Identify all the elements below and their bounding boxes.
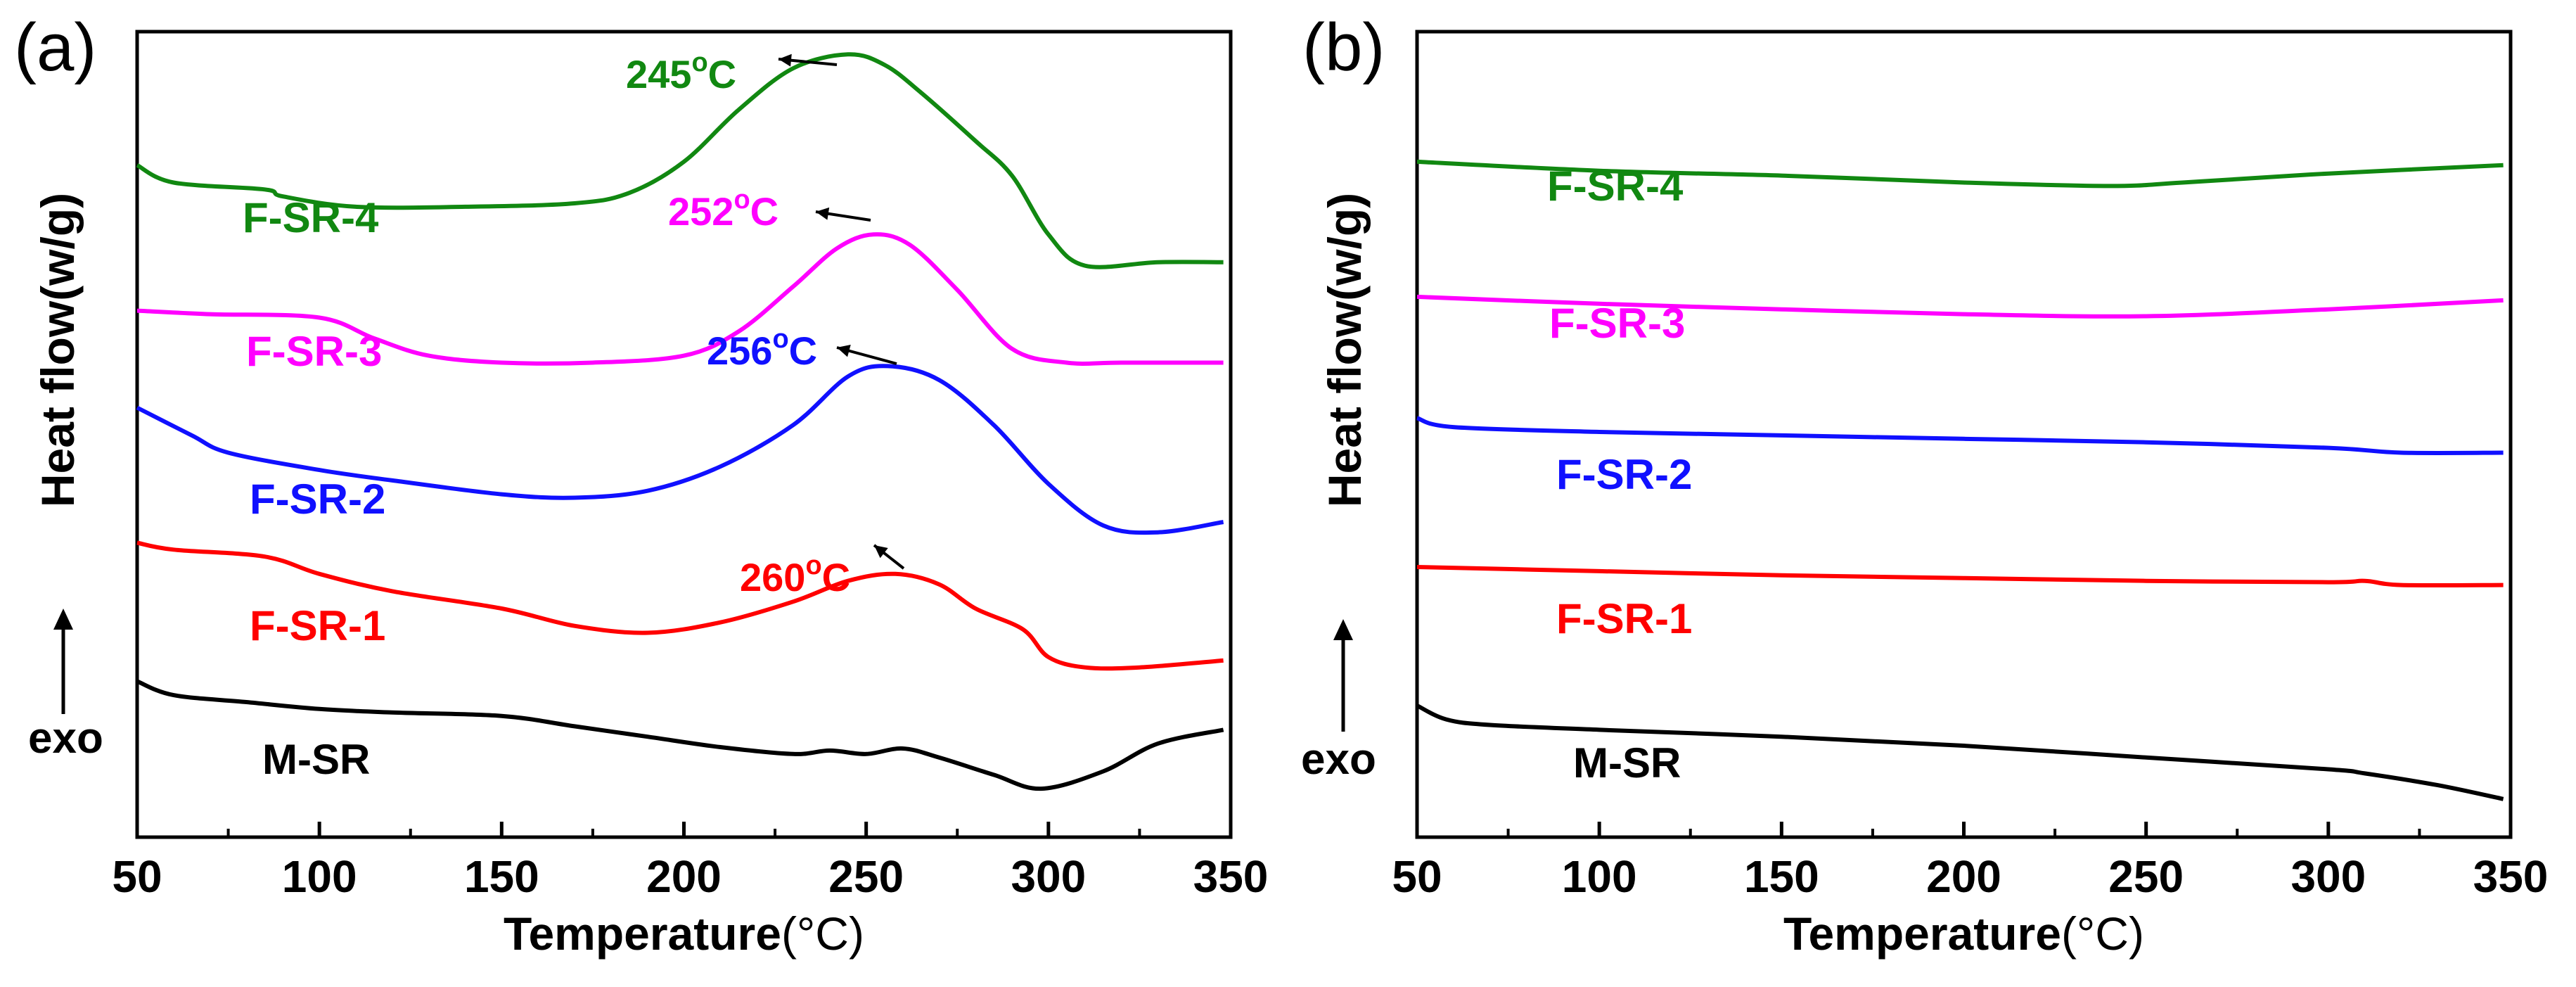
x-tick-label: 150 (1744, 851, 1819, 902)
exo-label: exo (1301, 735, 1376, 784)
series-label-f-sr-2: F-SR-2 (1556, 451, 1692, 498)
panel-label: (a) (14, 10, 96, 85)
peak-annotation: 256oC (707, 324, 817, 373)
series-line-f-sr-1 (136, 540, 1224, 671)
x-tick-label: 50 (1392, 851, 1442, 902)
y-axis-title: Heat flow(w/g) (1319, 193, 1371, 507)
x-tick-label: 200 (1926, 851, 2001, 902)
x-tick-label: 100 (282, 851, 357, 902)
series-line-f-sr-2 (1416, 416, 2504, 455)
peak-arrow-icon (874, 545, 888, 559)
exo-arrow-icon (1333, 619, 1353, 640)
panel-b: 50 100 150 200 250 300 350 Temperature(°C) Heat … (1301, 10, 2548, 960)
series-label-f-sr-4: F-SR-4 (243, 194, 379, 241)
exo-label: exo (28, 714, 103, 763)
series-line-f-sr-3 (1416, 294, 2504, 319)
series-line-f-sr-4 (1416, 159, 2504, 189)
exo-arrow-icon (53, 609, 73, 630)
panel-label: (b) (1302, 10, 1385, 85)
y-axis-title: Heat flow(w/g) (32, 193, 84, 507)
series-label-m-sr: M-SR (262, 736, 370, 783)
peak-annotation: 252oC (668, 185, 778, 234)
x-axis-title: Temperature(°C) (504, 908, 864, 960)
plot-frame (135, 30, 1233, 839)
plot-frame (1415, 30, 2513, 839)
peak-annotation: 260oC (740, 551, 850, 599)
series-label-f-sr-4: F-SR-4 (1547, 163, 1684, 210)
x-tick-label: 350 (1193, 851, 1269, 902)
x-tick-label: 250 (828, 851, 904, 902)
peak-arrow-icon (837, 345, 851, 357)
series-label-f-sr-3: F-SR-3 (246, 328, 382, 375)
series-line-m-sr (1416, 703, 2504, 801)
peak-arrow-icon (778, 53, 792, 67)
series-label-f-sr-1: F-SR-1 (250, 602, 385, 649)
x-tick-label: 300 (1011, 851, 1086, 902)
x-tick-label: 200 (646, 851, 722, 902)
series-line-m-sr (136, 679, 1224, 791)
x-tick-label: 150 (464, 851, 539, 902)
x-tick-label: 350 (2473, 851, 2549, 902)
x-tick-label: 100 (1562, 851, 1637, 902)
series-label-f-sr-3: F-SR-3 (1549, 300, 1685, 347)
x-tick-label: 250 (2108, 851, 2184, 902)
peak-annotation: 245oC (626, 48, 736, 96)
peak-arrow-icon (816, 207, 830, 220)
x-tick-label: 50 (112, 851, 162, 902)
x-tick-label: 300 (2290, 851, 2366, 902)
series-line-f-sr-3 (136, 232, 1224, 366)
series-label-m-sr: M-SR (1573, 739, 1681, 787)
series-line-f-sr-1 (1416, 565, 2504, 588)
x-axis-title: Temperature(°C) (1783, 908, 2144, 960)
series-label-f-sr-1: F-SR-1 (1556, 595, 1692, 642)
series-line-f-sr-2 (136, 364, 1224, 535)
series-label-f-sr-2: F-SR-2 (250, 476, 385, 523)
series-line-f-sr-4 (136, 52, 1224, 269)
panel-a: 50 100 150 200 250 300 350 Temperature(°C) Heat … (14, 10, 1268, 960)
